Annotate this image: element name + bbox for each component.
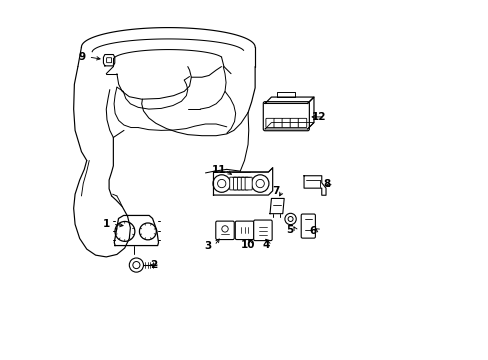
- Text: 7: 7: [272, 186, 279, 195]
- FancyBboxPatch shape: [289, 118, 298, 127]
- FancyBboxPatch shape: [301, 214, 315, 238]
- Text: 2: 2: [150, 260, 157, 270]
- Text: 8: 8: [323, 179, 330, 189]
- FancyBboxPatch shape: [106, 58, 111, 63]
- Text: 5: 5: [285, 225, 292, 235]
- FancyBboxPatch shape: [235, 221, 253, 239]
- FancyBboxPatch shape: [244, 177, 252, 190]
- FancyBboxPatch shape: [263, 102, 309, 131]
- Text: 10: 10: [240, 240, 255, 250]
- FancyBboxPatch shape: [298, 118, 306, 127]
- FancyBboxPatch shape: [265, 118, 274, 127]
- Text: 12: 12: [311, 112, 325, 122]
- FancyBboxPatch shape: [241, 177, 248, 190]
- FancyBboxPatch shape: [215, 221, 234, 239]
- FancyBboxPatch shape: [229, 177, 236, 190]
- Text: 4: 4: [262, 240, 269, 250]
- Text: 1: 1: [102, 219, 110, 229]
- FancyBboxPatch shape: [233, 177, 240, 190]
- FancyBboxPatch shape: [253, 220, 272, 240]
- Text: 11: 11: [211, 165, 225, 175]
- FancyBboxPatch shape: [237, 177, 244, 190]
- Text: 3: 3: [204, 240, 211, 251]
- FancyBboxPatch shape: [273, 118, 282, 127]
- FancyBboxPatch shape: [282, 118, 290, 127]
- Text: 9: 9: [79, 52, 85, 62]
- Text: 6: 6: [308, 226, 316, 236]
